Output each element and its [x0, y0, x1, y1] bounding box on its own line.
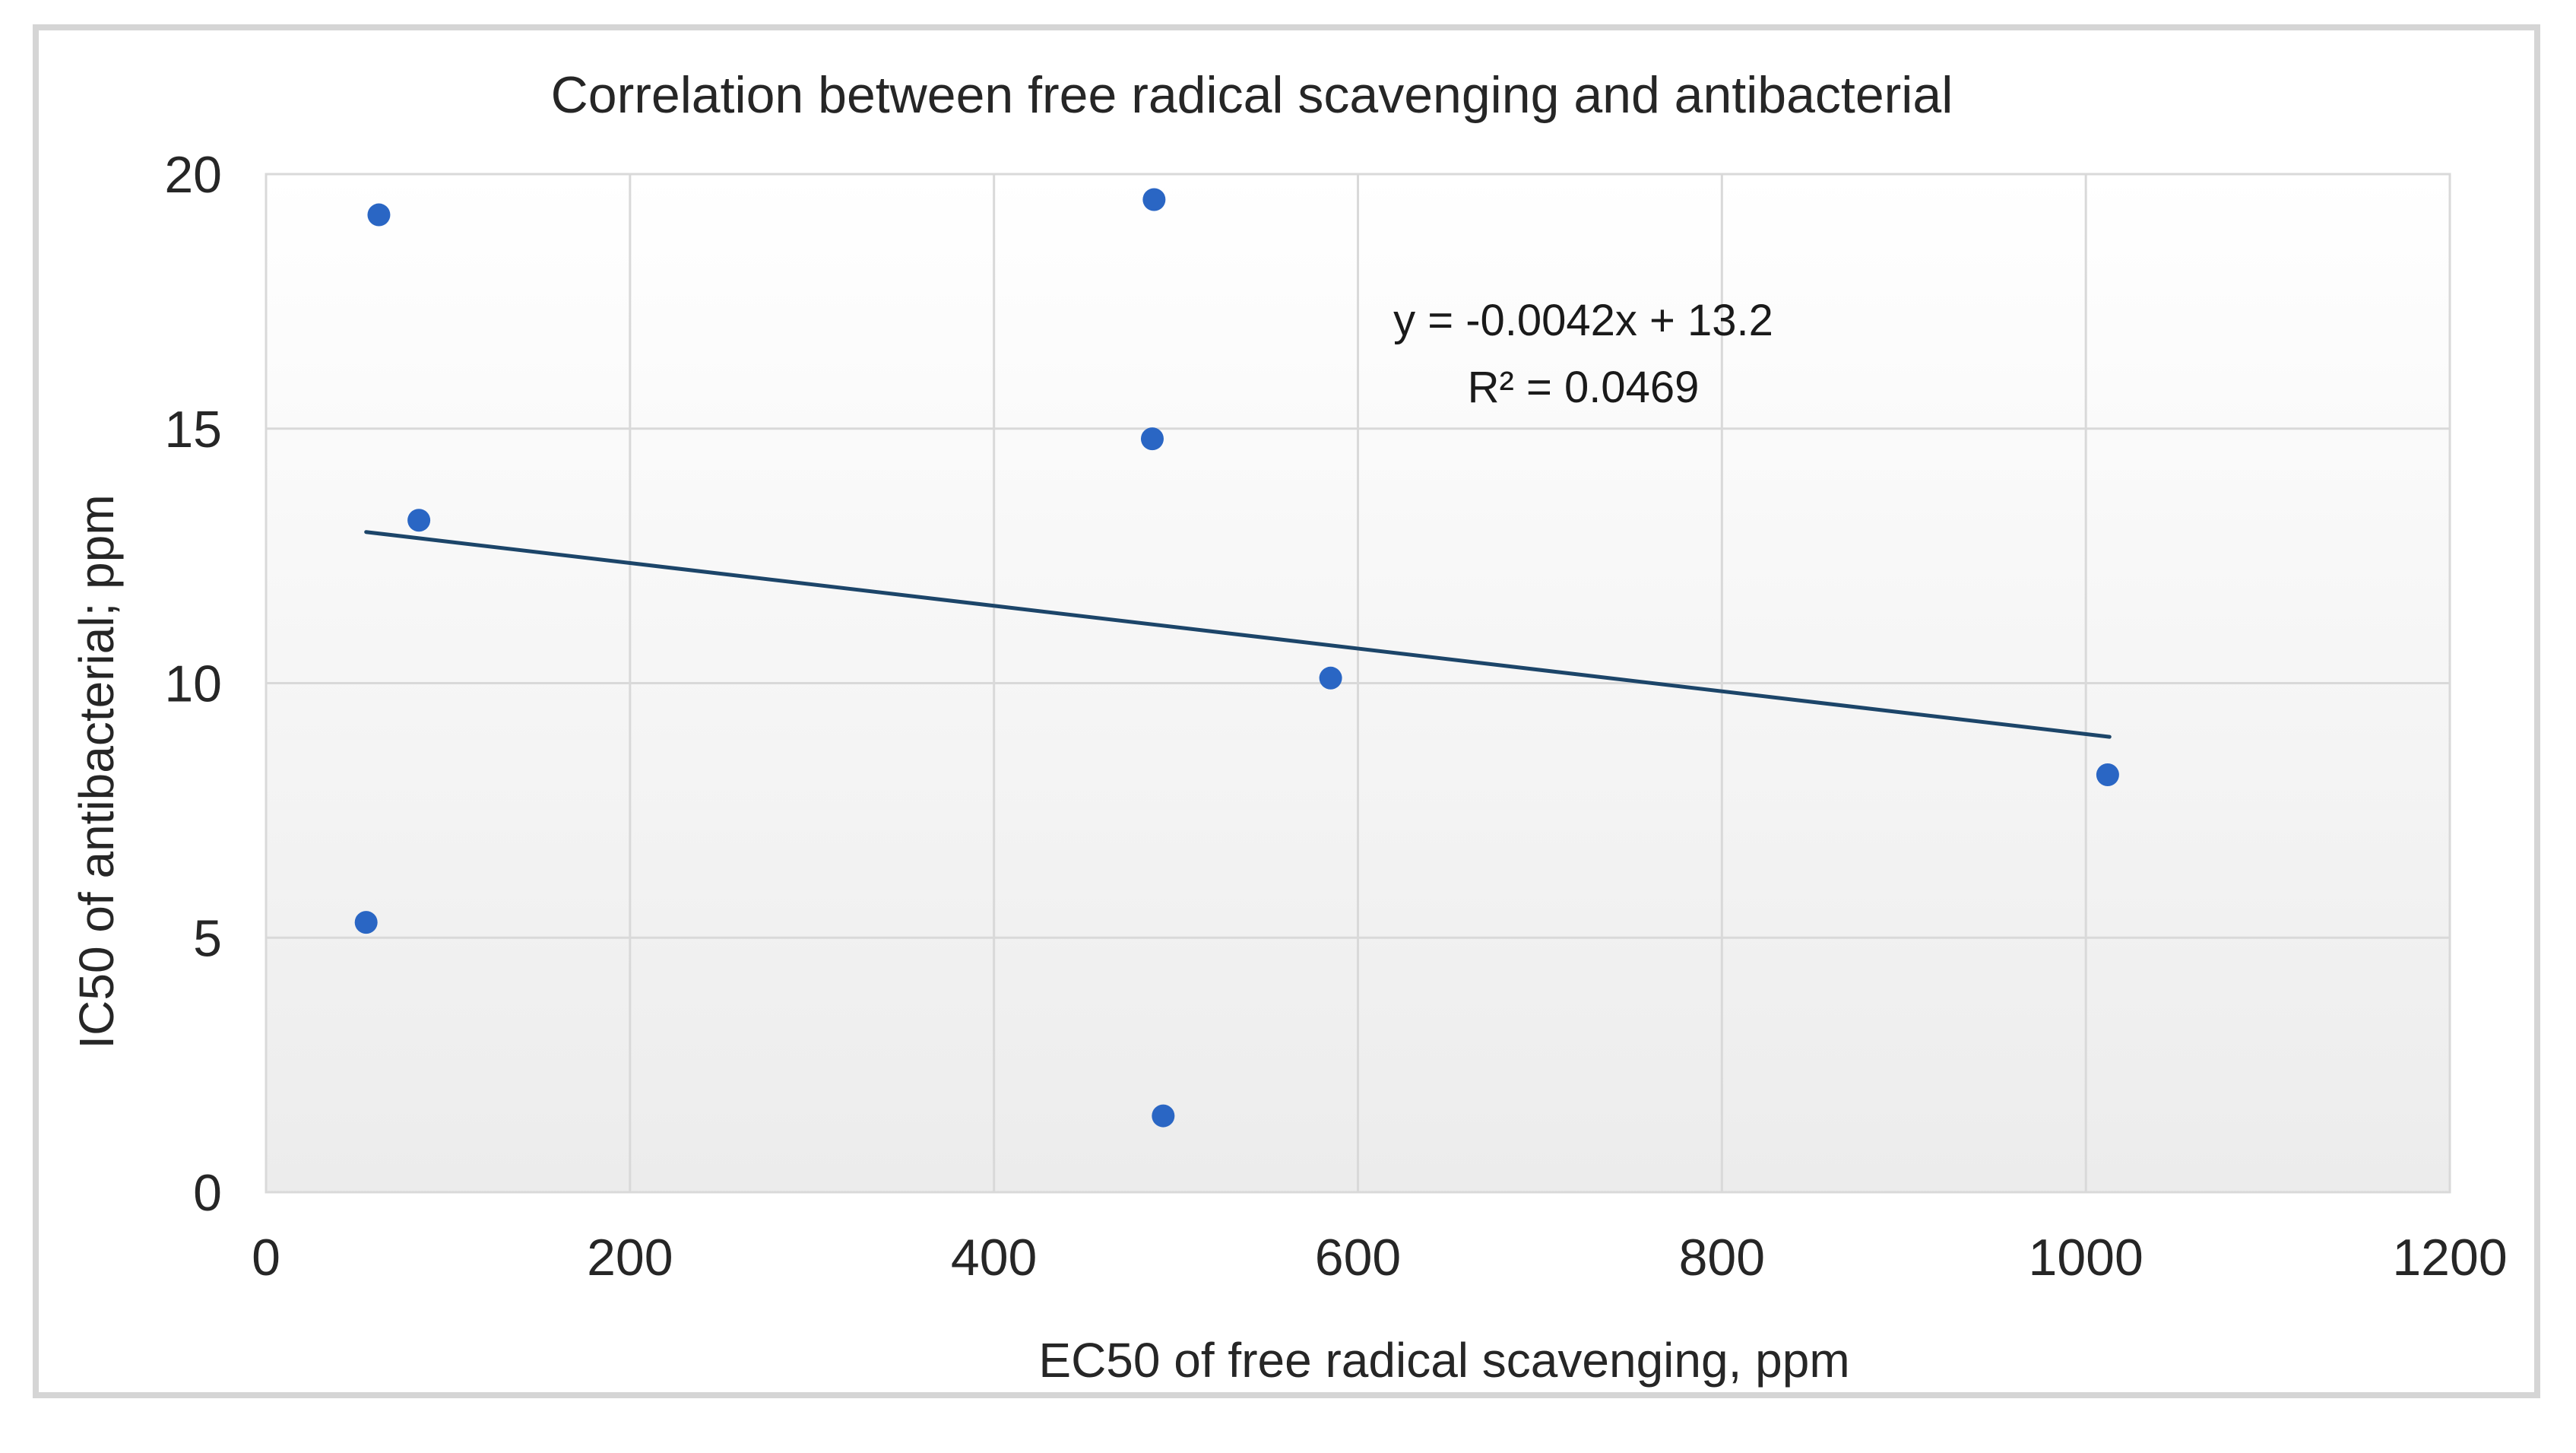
plot-border [265, 173, 2451, 1194]
y-tick-label: 5 [193, 909, 222, 967]
y-tick-label: 0 [193, 1164, 222, 1222]
scatter-point [1152, 1104, 1175, 1128]
scatter-point [2096, 763, 2119, 787]
x-tick-label: 200 [587, 1229, 673, 1286]
x-tick-label: 0 [252, 1229, 280, 1286]
x-tick-label: 800 [1679, 1229, 1765, 1286]
y-tick-label: 15 [164, 401, 222, 458]
trendline-equation: y = -0.0042x + 13.2 [1393, 296, 1773, 345]
x-tick-label: 600 [1315, 1229, 1401, 1286]
y-tick-label: 10 [164, 655, 222, 713]
y-tick-label: 20 [164, 146, 222, 204]
scatter-point [1319, 666, 1342, 690]
trendline [364, 530, 2112, 739]
x-tick-label: 400 [951, 1229, 1037, 1286]
x-axis-title: EC50 of free radical scavenging, ppm [1038, 1333, 1850, 1388]
r-squared-label: R² = 0.0469 [1467, 363, 1700, 412]
x-tick-label: 1000 [2029, 1229, 2143, 1286]
scatter-point [367, 203, 391, 227]
trendline-annotation: y = -0.0042x + 13.2 R² = 0.0469 [1241, 287, 1925, 421]
y-axis-title: IC50 of antibacterial; ppm [69, 494, 124, 1049]
chart-title: Correlation between free radical scaveng… [550, 66, 1953, 124]
x-tick-label: 1200 [2392, 1229, 2507, 1286]
scatter-point [354, 911, 378, 934]
scatter-point [1140, 427, 1164, 451]
scatter-point [1142, 188, 1166, 211]
scatter-point [407, 509, 431, 532]
